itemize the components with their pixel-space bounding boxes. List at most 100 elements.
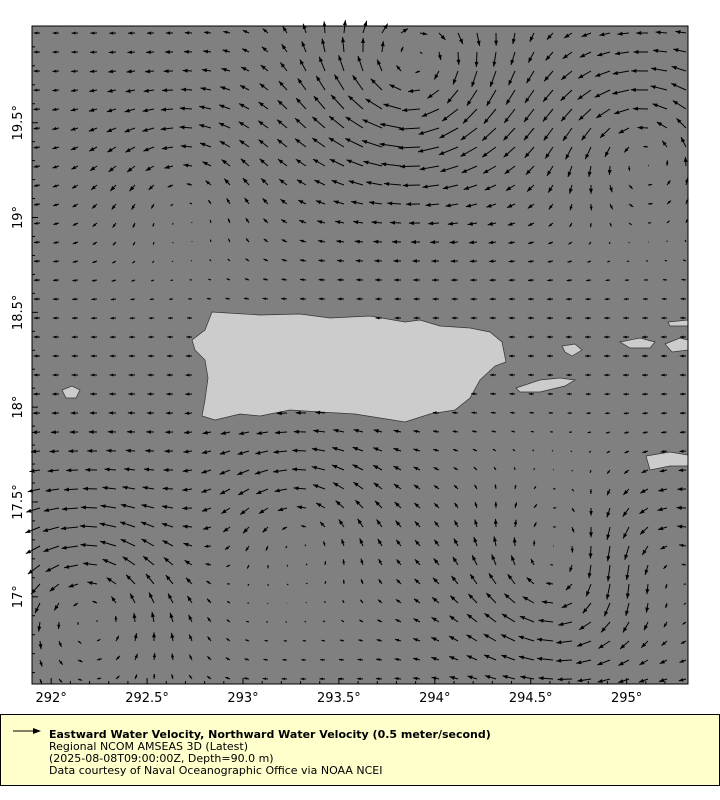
velocity-arrow: [90, 31, 98, 35]
x-axis: 292° 292.5° 293° 293.5° 294° 294.5° 295°: [36, 678, 666, 706]
velocity-arrow: [244, 278, 250, 281]
velocity-arrow: [647, 222, 652, 224]
velocity-arrow: [207, 616, 212, 623]
velocity-arrow: [226, 564, 231, 568]
velocity-arrow: [160, 126, 174, 131]
velocity-arrow: [640, 640, 649, 649]
velocity-arrow: [394, 297, 402, 301]
velocity-arrow: [448, 635, 459, 642]
velocity-arrow: [508, 259, 516, 263]
velocity-arrow: [299, 259, 307, 263]
velocity-arrow: [299, 278, 307, 282]
velocity-arrow: [503, 146, 516, 158]
velocity-arrow: [639, 526, 649, 535]
velocity-arrow: [295, 158, 307, 167]
velocity-arrow: [70, 146, 79, 151]
velocity-arrow: [183, 449, 193, 454]
velocity-arrow: [571, 488, 575, 492]
velocity-arrow: [71, 50, 79, 54]
velocity-arrow: [351, 200, 364, 205]
velocity-arrow: [42, 526, 60, 532]
velocity-arrow: [33, 107, 41, 111]
velocity-arrow: [556, 640, 573, 645]
velocity-arrow: [512, 448, 516, 452]
velocity-arrow: [606, 469, 611, 475]
velocity-arrow: [345, 116, 364, 129]
velocity-arrow: [237, 450, 250, 455]
velocity-arrow: [570, 545, 574, 553]
velocity-arrow: [92, 241, 98, 246]
velocity-arrow: [578, 621, 592, 631]
velocity-arrow: [431, 259, 440, 263]
velocity-arrow: [394, 677, 402, 681]
velocity-arrow: [294, 138, 307, 148]
velocity-arrow: [632, 106, 649, 111]
velocity-arrow: [202, 526, 212, 530]
velocity-arrow: [402, 108, 421, 113]
velocity-arrow: [413, 278, 421, 282]
velocity-arrow: [547, 260, 554, 263]
velocity-arrow: [353, 220, 364, 225]
velocity-arrow: [262, 198, 269, 205]
velocity-arrow: [489, 316, 497, 320]
velocity-arrow: [161, 146, 174, 150]
velocity-arrow: [508, 70, 516, 86]
velocity-arrow: [112, 222, 117, 228]
velocity-arrow: [184, 559, 193, 566]
velocity-arrow: [338, 55, 345, 72]
velocity-arrow: [483, 108, 497, 125]
velocity-arrow: [71, 165, 79, 170]
velocity-arrow: [79, 524, 98, 529]
velocity-arrow: [263, 658, 269, 661]
velocity-arrow: [440, 165, 459, 173]
velocity-arrow: [330, 94, 345, 110]
velocity-arrow: [219, 140, 231, 148]
vector-map: 292° 292.5° 293° 293.5° 294° 294.5° 295° 17°17…: [11, 20, 689, 706]
velocity-arrow: [622, 488, 630, 496]
velocity-arrow: [567, 260, 573, 263]
velocity-arrow: [494, 484, 497, 490]
velocity-arrow: [324, 580, 327, 585]
velocity-arrow: [507, 573, 516, 585]
velocity-arrow: [125, 448, 136, 453]
velocity-arrow: [328, 115, 345, 129]
velocity-arrow: [221, 67, 231, 72]
velocity-arrow: [358, 639, 364, 642]
velocity-arrow: [125, 146, 136, 153]
velocity-arrow: [363, 160, 383, 167]
velocity-arrow: [238, 121, 250, 129]
velocity-arrow: [315, 75, 326, 91]
velocity-arrow: [129, 593, 136, 604]
velocity-arrow: [563, 32, 573, 39]
velocity-arrow: [314, 410, 326, 415]
velocity-arrow: [218, 122, 231, 129]
velocity-arrow: [469, 573, 478, 585]
vieques: [515, 377, 577, 393]
velocity-arrow: [247, 602, 250, 604]
velocity-arrow: [588, 241, 592, 245]
velocity-arrow: [209, 239, 212, 243]
velocity-arrow: [546, 32, 554, 40]
velocity-arrow: [393, 483, 402, 490]
velocity-arrow: [661, 411, 668, 415]
velocity-arrow: [548, 203, 554, 210]
velocity-arrow: [433, 70, 440, 80]
velocity-arrow: [510, 51, 516, 66]
velocity-arrow: [552, 488, 556, 490]
velocity-arrow: [33, 183, 41, 187]
velocity-arrow: [505, 89, 516, 105]
velocity-arrow: [375, 278, 383, 282]
velocity-arrow: [383, 103, 402, 110]
velocity-arrow: [107, 429, 117, 434]
velocity-arrow: [286, 583, 289, 586]
velocity-arrow: [53, 602, 60, 611]
velocity-arrow: [533, 485, 537, 490]
velocity-arrow: [169, 612, 174, 623]
velocity-arrow: [528, 259, 535, 263]
velocity-arrow: [442, 184, 459, 190]
velocity-arrow: [565, 316, 573, 320]
velocity-arrow: [571, 526, 575, 533]
velocity-arrow: [142, 555, 155, 566]
velocity-arrow: [207, 655, 212, 661]
velocity-arrow: [394, 658, 402, 662]
